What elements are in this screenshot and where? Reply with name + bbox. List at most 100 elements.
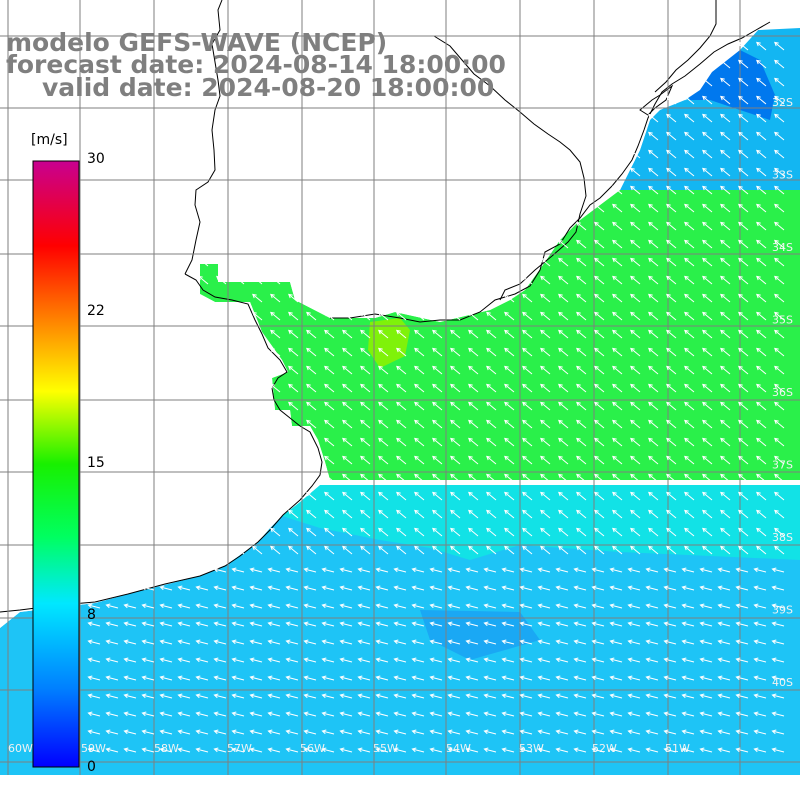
wind-arrow [450, 491, 461, 501]
wind-arrow [378, 347, 389, 357]
wind-arrow [630, 365, 641, 375]
wind-arrow [360, 527, 371, 537]
wind-arrow [684, 365, 695, 375]
wind-arrow [249, 657, 263, 663]
wind-arrow [684, 473, 695, 483]
wind-arrow [396, 527, 407, 537]
wind-arrow [738, 347, 749, 357]
wind-arrow [483, 657, 497, 663]
wind-arrow [774, 41, 785, 51]
wind-arrow [249, 639, 263, 645]
wind-arrow [684, 509, 695, 519]
wind-arrow [231, 693, 245, 699]
wind-arrow [771, 747, 785, 753]
wind-arrow [720, 167, 731, 177]
wind-arrow [375, 711, 389, 717]
wind-arrow [414, 347, 425, 357]
wind-arrow [609, 603, 623, 609]
wind-arrow [105, 711, 119, 717]
wind-arrow [447, 657, 461, 663]
wind-arrow [324, 329, 335, 339]
wind-arrow [720, 545, 731, 555]
wind-arrow [684, 185, 695, 195]
wind-arrow [522, 293, 533, 303]
wind-arrow [756, 509, 767, 519]
wind-arrow [756, 113, 767, 123]
wind-arrow [249, 693, 263, 699]
wind-arrow [738, 365, 749, 375]
wind-arrow [321, 585, 335, 591]
wind-arrow [393, 585, 407, 591]
wind-arrow [447, 711, 461, 717]
wind-arrow [735, 657, 749, 663]
wind-arrow [648, 491, 659, 501]
wind-arrow [738, 185, 749, 195]
wind-arrow [720, 257, 731, 267]
wind-arrow [501, 621, 515, 627]
wind-arrow [540, 365, 551, 375]
wind-arrow [630, 473, 641, 483]
wind-arrow [702, 401, 713, 411]
wind-arrow [753, 747, 767, 753]
wind-arrow [105, 675, 119, 681]
wind-arrow [555, 675, 569, 681]
longitude-label: 58W [154, 742, 179, 755]
wind-arrow [450, 527, 461, 537]
wind-arrow [735, 585, 749, 591]
wind-arrow [522, 527, 533, 537]
wind-arrow [753, 603, 767, 609]
wind-arrow [702, 131, 713, 141]
wind-arrow [396, 401, 407, 411]
wind-arrow [378, 473, 389, 483]
wind-arrow [378, 545, 389, 555]
wind-arrow [753, 729, 767, 735]
wind-arrow [270, 293, 281, 303]
wind-arrow [396, 545, 407, 555]
wind-arrow [522, 473, 533, 483]
wind-arrow [720, 437, 731, 447]
wind-arrow [321, 693, 335, 699]
wind-arrow [324, 401, 335, 411]
wind-arrow [738, 41, 749, 51]
wind-arrow [321, 603, 335, 609]
wind-arrow [717, 567, 731, 573]
wind-arrow [87, 729, 101, 735]
wind-arrow [411, 603, 425, 609]
wind-arrow [612, 545, 623, 555]
wind-arrow [774, 275, 785, 285]
wind-arrow [324, 347, 335, 357]
wind-arrow [594, 239, 605, 249]
wind-arrow [378, 509, 389, 519]
wind-arrow [627, 585, 641, 591]
wind-arrow [504, 383, 515, 393]
wind-arrow [555, 585, 569, 591]
wind-arrow [321, 621, 335, 627]
wind-arrow [468, 419, 479, 429]
wind-arrow [612, 293, 623, 303]
wind-arrow [357, 675, 371, 681]
wind-arrow [123, 711, 137, 717]
wind-arrow [270, 527, 281, 537]
wind-arrow [756, 239, 767, 249]
wind-arrow [648, 293, 659, 303]
wind-arrow [666, 347, 677, 357]
wind-arrow [594, 257, 605, 267]
wind-arrow [306, 311, 317, 321]
wind-arrow [378, 491, 389, 501]
wind-arrow [396, 437, 407, 447]
wind-arrow [393, 567, 407, 573]
wind-arrow [159, 621, 173, 627]
wind-arrow [414, 383, 425, 393]
wind-arrow [612, 239, 623, 249]
wind-arrow [738, 239, 749, 249]
wind-arrow [360, 311, 371, 321]
wind-arrow [519, 693, 533, 699]
wind-arrow [555, 657, 569, 663]
wind-arrow [267, 711, 281, 717]
wind-arrow [411, 693, 425, 699]
wind-arrow [249, 711, 263, 717]
wind-arrow [774, 491, 785, 501]
wind-arrow [411, 729, 425, 735]
wind-arrow [306, 509, 317, 519]
wind-arrow [558, 509, 569, 519]
